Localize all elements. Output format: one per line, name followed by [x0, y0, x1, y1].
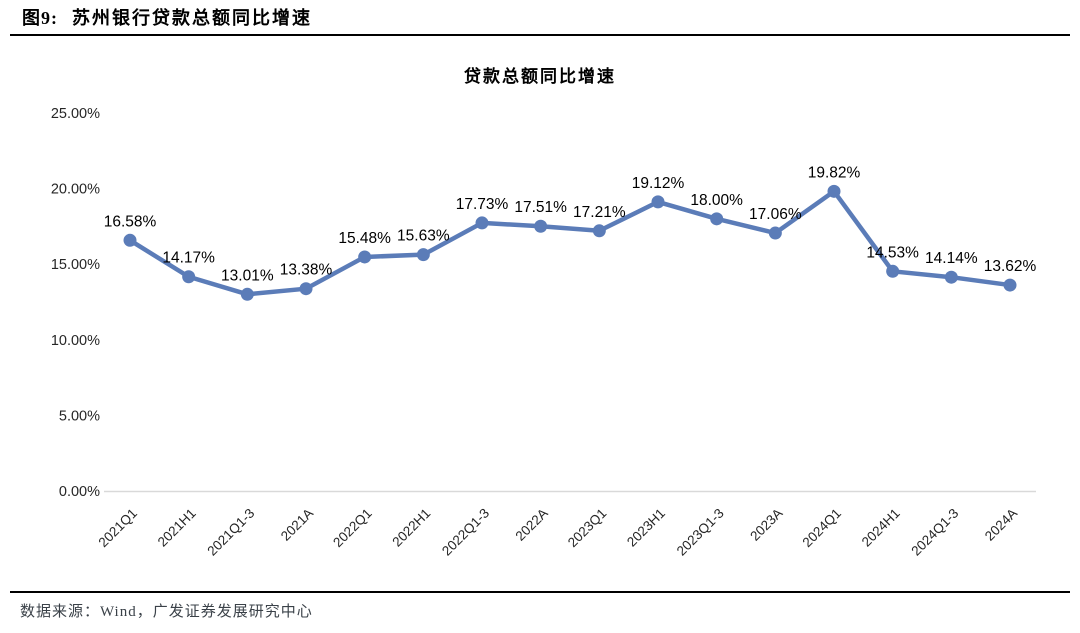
figure-header: 图9: 苏州银行贷款总额同比增速 [10, 0, 1070, 36]
data-label-2022Q1-3: 17.73% [456, 196, 509, 213]
figure-title: 苏州银行贷款总额同比增速 [72, 8, 312, 28]
y-tick-label: 20.00% [51, 182, 100, 198]
x-tick-label: 2022Q1 [330, 506, 375, 551]
data-point-2023H1 [651, 195, 665, 209]
data-point-2024H1 [886, 264, 900, 278]
x-tick-label: 2021Q1-3 [204, 506, 257, 559]
x-tick-label: 2024Q1 [800, 506, 845, 551]
series-line [127, 189, 1013, 297]
x-tick-label: 2022Q1-3 [439, 506, 492, 559]
data-point-2023A [768, 226, 782, 240]
data-point-2024A [1003, 278, 1017, 292]
data-label-2024H1: 14.53% [866, 244, 919, 261]
data-point-2021H1 [182, 270, 196, 284]
footer-divider [10, 591, 1070, 593]
x-tick-label: 2023Q1 [565, 506, 610, 551]
data-point-2023Q1-3 [710, 212, 724, 226]
data-point-2022Q1 [358, 250, 372, 264]
data-point-2022H1 [416, 248, 430, 262]
x-tick-label: 2022A [513, 506, 551, 544]
y-tick-label: 5.00% [59, 408, 100, 424]
data-label-2021H1: 14.17% [162, 250, 215, 267]
data-label-2024Q1-3: 14.14% [925, 250, 978, 267]
data-point-2022Q1-3 [475, 216, 489, 230]
x-tick-label: 2021Q1 [96, 506, 141, 551]
x-tick-label: 2024H1 [859, 506, 903, 550]
x-tick-label: 2024Q1-3 [908, 506, 961, 559]
data-point-2022A [534, 219, 548, 233]
y-tick-label: 25.00% [51, 106, 100, 122]
data-label-2022Q1: 15.48% [338, 230, 391, 247]
data-label-2023Q1-3: 18.00% [690, 192, 743, 209]
x-tick-label: 2023A [747, 506, 785, 544]
data-label-2022H1: 15.63% [397, 228, 450, 245]
data-point-2021Q1 [123, 233, 137, 247]
data-label-2021Q1: 16.58% [104, 213, 157, 230]
data-point-2024Q1 [827, 184, 841, 198]
data-label-2021Q1-3: 13.01% [221, 267, 274, 284]
chart-title: 贷款总额同比增速 [464, 67, 616, 86]
x-tick-label: 2022H1 [389, 506, 433, 550]
x-tick-label: 2021H1 [155, 506, 199, 550]
figure-number: 图9: [22, 8, 58, 28]
data-source: 数据来源：Wind，广发证券发展研究中心 [20, 604, 313, 620]
data-label-2024Q1: 19.82% [808, 164, 861, 181]
data-label-2023A: 17.06% [749, 206, 802, 223]
x-tick-label: 2023H1 [624, 506, 668, 550]
y-tick-label: 0.00% [59, 484, 100, 500]
data-label-2023H1: 19.12% [632, 175, 685, 192]
data-point-2021A [299, 282, 313, 296]
data-label-2024A: 13.62% [984, 258, 1037, 275]
data-label-2023Q1: 17.21% [573, 204, 626, 221]
x-tick-label: 2023Q1-3 [674, 506, 727, 559]
data-label-2022A: 17.51% [514, 199, 567, 216]
x-tick-label: 2024A [982, 506, 1020, 544]
x-tick-label: 2021A [278, 506, 316, 544]
data-label-2021A: 13.38% [280, 262, 333, 279]
data-point-2023Q1 [592, 224, 606, 238]
y-tick-label: 15.00% [51, 257, 100, 273]
y-tick-label: 10.00% [51, 333, 100, 349]
data-point-2024Q1-3 [944, 270, 958, 284]
data-point-2021Q1-3 [240, 287, 254, 301]
